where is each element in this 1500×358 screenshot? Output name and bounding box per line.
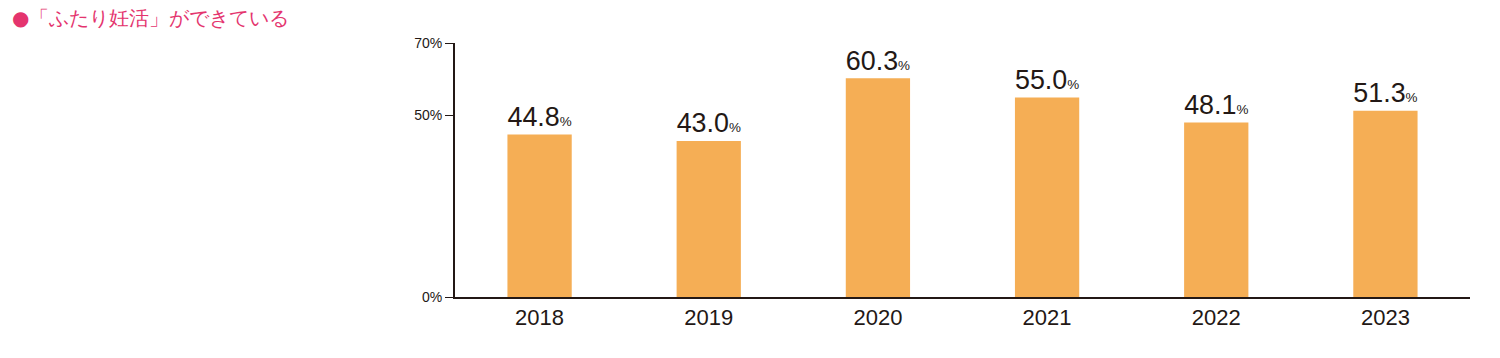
svg-text:2022: 2022 — [1192, 305, 1241, 330]
svg-text:2019: 2019 — [684, 305, 733, 330]
svg-text:44.8%: 44.8% — [507, 102, 571, 132]
svg-text:60.3%: 60.3% — [846, 46, 910, 76]
svg-text:●「ふたり妊活」ができている: ●「ふたり妊活」ができている — [12, 6, 289, 30]
svg-text:2020: 2020 — [853, 305, 902, 330]
svg-text:2023: 2023 — [1361, 305, 1410, 330]
svg-text:55.0%: 55.0% — [1015, 65, 1079, 95]
svg-text:2021: 2021 — [1023, 305, 1072, 330]
svg-text:0%: 0% — [422, 289, 442, 305]
svg-text:43.0%: 43.0% — [677, 108, 741, 138]
svg-text:50%: 50% — [414, 107, 442, 123]
svg-text:51.3%: 51.3% — [1353, 78, 1417, 108]
svg-text:2018: 2018 — [515, 305, 564, 330]
svg-text:48.1%: 48.1% — [1184, 90, 1248, 120]
svg-text:70%: 70% — [414, 35, 442, 51]
